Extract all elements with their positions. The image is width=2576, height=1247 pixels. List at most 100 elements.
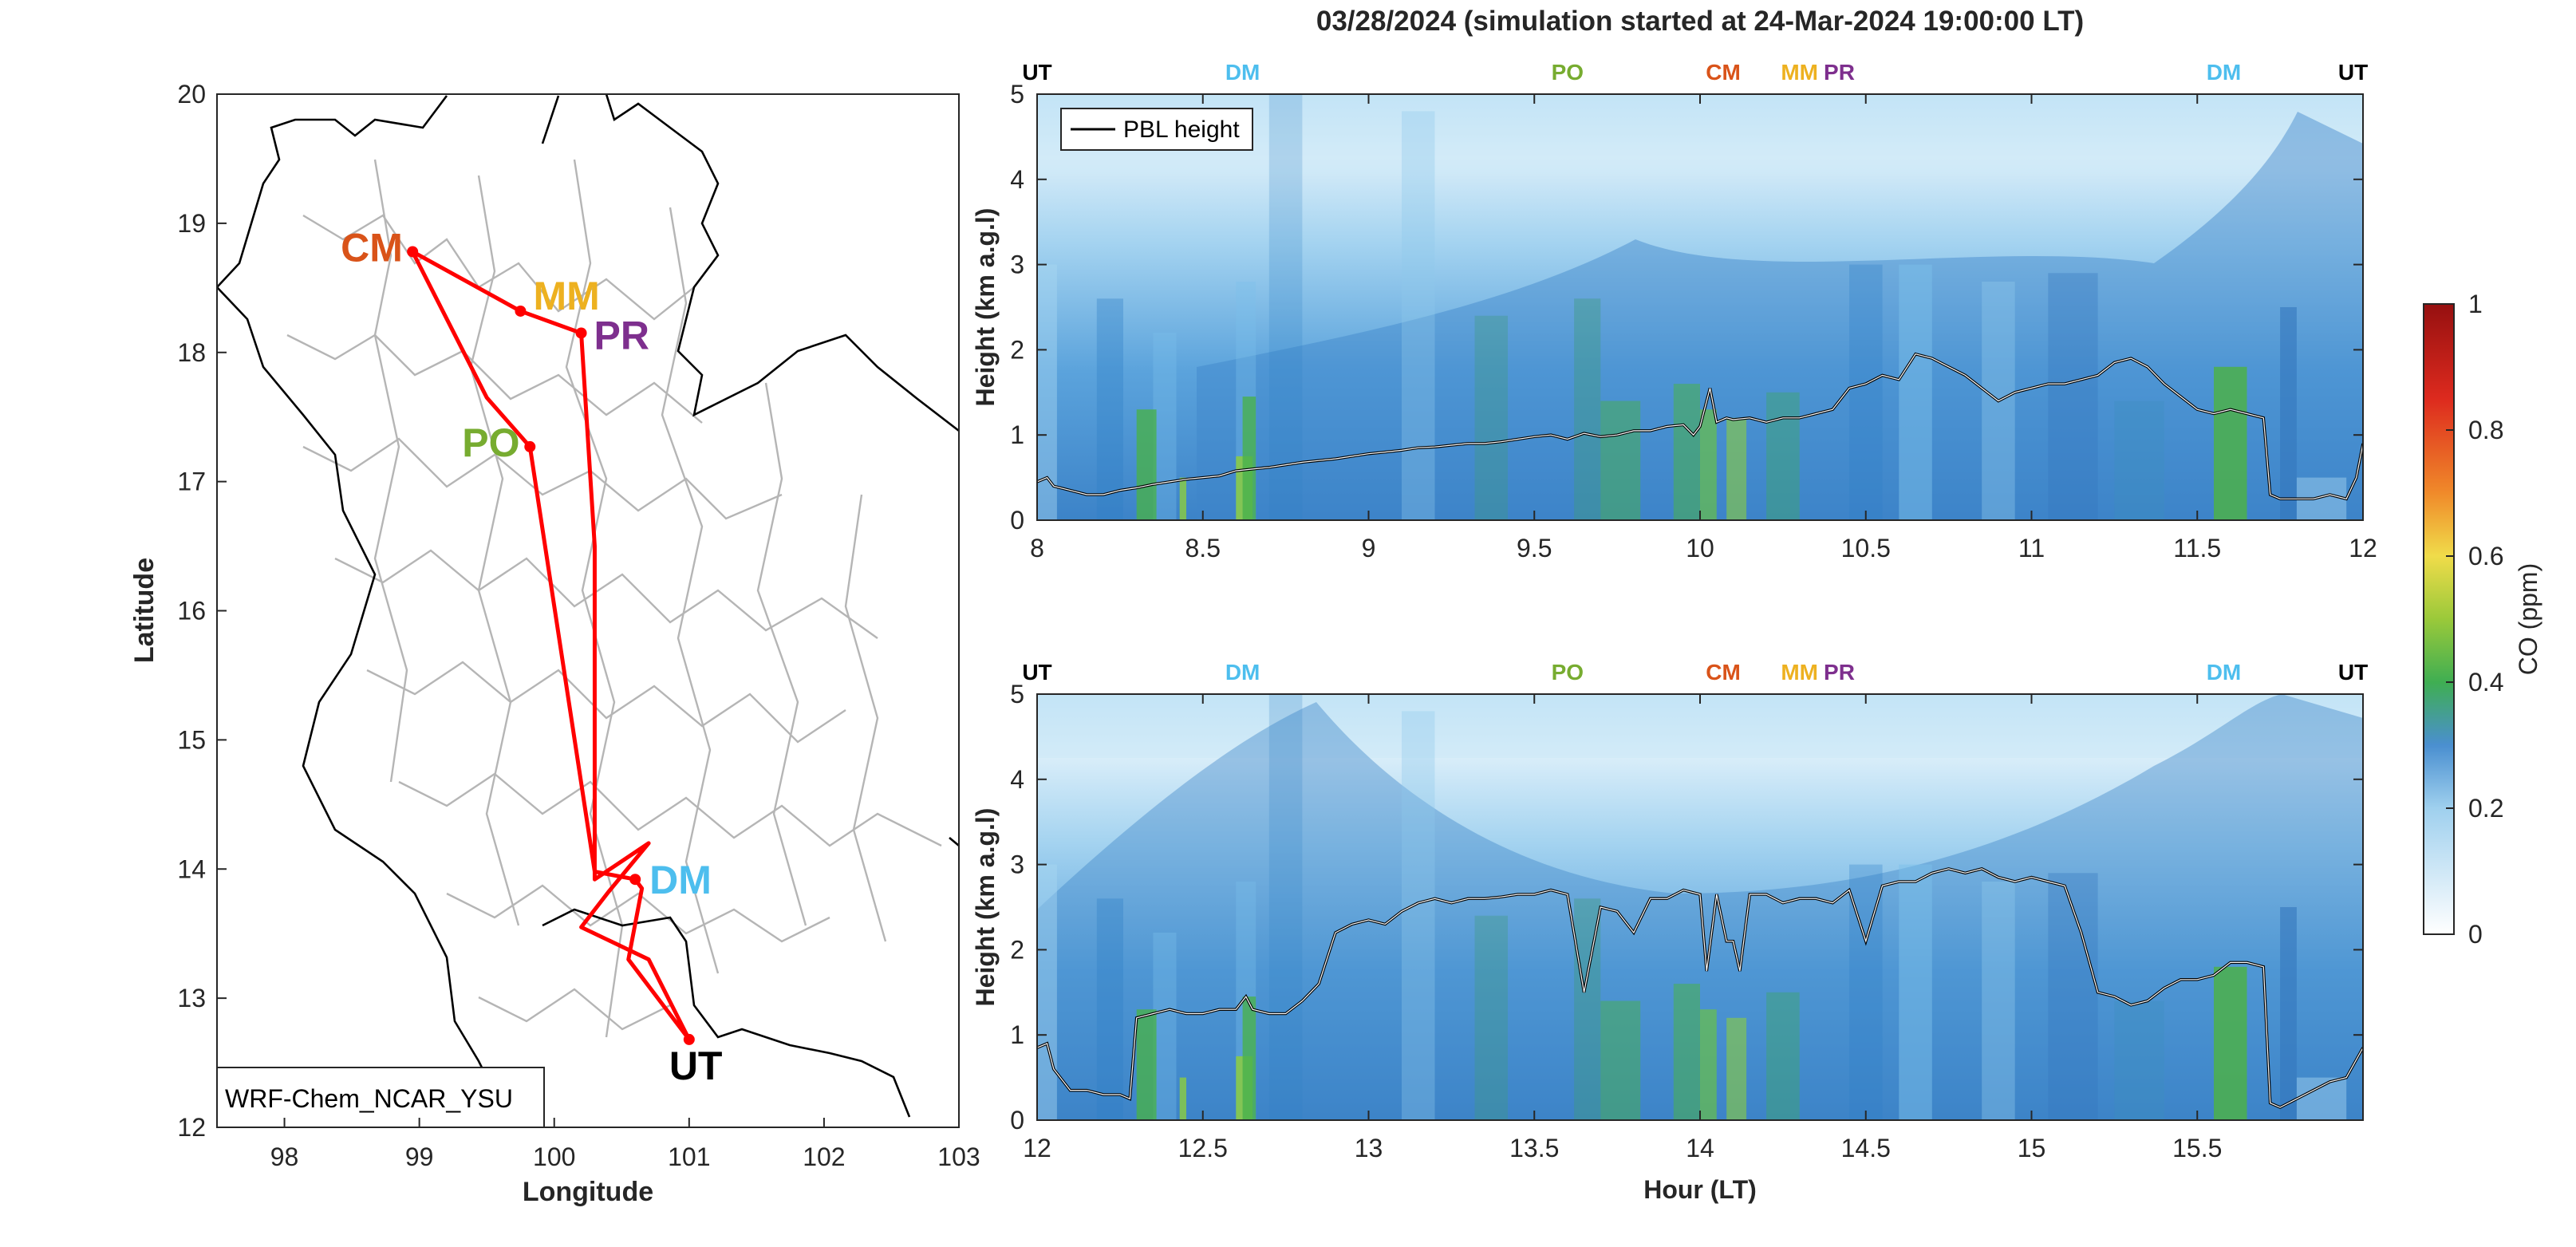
co-field-band xyxy=(1268,694,1303,1120)
map-ytick-label: 15 xyxy=(177,725,206,754)
ytick-label: 1 xyxy=(1010,1020,1024,1049)
co-field-dark-plume-1 xyxy=(1197,112,2363,520)
xtick-label: 10.5 xyxy=(1841,534,1891,562)
site-top-label-po: PO xyxy=(1552,60,1584,85)
ylabel-2: Height (km a.g.l) xyxy=(971,808,1000,1007)
site-marker-pr xyxy=(575,327,587,339)
co-field-band xyxy=(1153,333,1177,520)
colorbar-tick-label: 1 xyxy=(2468,290,2483,318)
co-field-upper-band-1 xyxy=(1037,94,2363,174)
xtick-label: 11.5 xyxy=(2173,534,2221,562)
colorbar-ticks: 0 0.2 0.4 0.6 0.8 1 xyxy=(2446,290,2503,949)
site-label-po: PO xyxy=(462,420,519,465)
site-marker-ut xyxy=(683,1033,695,1045)
map-xtick-label: 102 xyxy=(803,1142,845,1171)
co-field-band xyxy=(1268,94,1303,520)
ytick-label: 0 xyxy=(1010,506,1024,535)
co-field-band xyxy=(2296,1077,2347,1120)
site-top-label-cm: CM xyxy=(1706,660,1741,685)
site-top-label-dm: DM xyxy=(2207,60,2242,85)
colorbar-tick-label: 0.2 xyxy=(2468,794,2503,823)
xtick-label: 12 xyxy=(1023,1134,1051,1162)
co-field-band xyxy=(2114,401,2164,520)
ytick-label: 3 xyxy=(1010,251,1024,279)
xtick-label: 14.5 xyxy=(1841,1134,1891,1162)
map-ytick-label: 18 xyxy=(177,338,206,367)
site-top-label-ut: UT xyxy=(2338,60,2368,85)
xtick-label: 13.5 xyxy=(1509,1134,1559,1162)
co-field-band xyxy=(1726,417,1747,520)
site-top-label-cm: CM xyxy=(1706,60,1741,85)
site-top-label-pr: PR xyxy=(1824,60,1855,85)
co-field-upper-band-2 xyxy=(1037,694,2363,758)
xtick-label: 13 xyxy=(1355,1134,1383,1162)
xtick-label: 10 xyxy=(1686,534,1714,562)
site-top-label-mm: MM xyxy=(1781,660,1818,685)
co-field-band xyxy=(1474,915,1508,1120)
xtick-label: 9 xyxy=(1362,534,1376,562)
ytick-label: 5 xyxy=(1010,80,1024,109)
co-field-band xyxy=(1673,384,1700,520)
site-marker-dm xyxy=(629,874,641,886)
map-ytick-label: 17 xyxy=(177,468,206,496)
site-marker-po xyxy=(524,440,536,452)
co-field-band xyxy=(1899,864,1932,1120)
co-field-stripes-1 xyxy=(1037,94,2347,520)
ytick-label: 5 xyxy=(1010,680,1024,708)
co-field-band xyxy=(1982,882,2015,1120)
legend-label: PBL height xyxy=(1123,116,1240,143)
co-field-band xyxy=(1179,1077,1186,1120)
co-field-band xyxy=(1242,996,1256,1120)
map-ticks: 98 99 100 101 102 103 12 13 14 15 16 17 18 19 20 xyxy=(177,80,980,1171)
map-ytick-label: 13 xyxy=(177,984,206,1012)
map-ytick-label: 20 xyxy=(177,80,206,109)
ytick-label: 0 xyxy=(1010,1106,1024,1135)
pbl-height-line-halo-2 xyxy=(1037,868,2363,1108)
xtick-label: 8.5 xyxy=(1185,534,1221,562)
site-label-mm: MM xyxy=(533,274,599,318)
co-field-band xyxy=(1766,992,1800,1120)
site-top-label-dm: DM xyxy=(2207,660,2242,685)
time-height-panel-1: PBL height 8 8.5 9 9.5 10 10.5 11 11.5 12012345 … xyxy=(971,60,2377,562)
site-label-ut: UT xyxy=(669,1044,723,1088)
co-field-band xyxy=(1849,264,1883,520)
pbl-height-line-halo-1 xyxy=(1037,353,2363,500)
map-xtick-label: 100 xyxy=(533,1142,575,1171)
legend: PBL height xyxy=(1060,108,1253,151)
co-field-band xyxy=(1600,401,1641,520)
xtick-label: 8 xyxy=(1030,534,1044,562)
colorbar: 0 0.2 0.4 0.6 0.8 1 CO (ppm) xyxy=(2423,290,2542,949)
co-field-band xyxy=(1766,392,1800,520)
map-xtick-label: 103 xyxy=(937,1142,980,1171)
co-field-band xyxy=(1136,409,1157,520)
ylabel-1: Height (km a.g.l) xyxy=(971,208,1000,407)
colorbar-label: CO (ppm) xyxy=(2514,563,2542,675)
model-label: WRF-Chem_NCAR_YSU xyxy=(225,1084,513,1113)
co-field-band xyxy=(2280,307,2297,520)
xtick-label: 12 xyxy=(2349,534,2377,562)
map-ylabel: Latitude xyxy=(129,558,160,663)
ytick-label: 4 xyxy=(1010,165,1024,194)
ytick-label: 1 xyxy=(1010,420,1024,449)
xlabel-2: Hour (LT) xyxy=(1643,1175,1757,1204)
ytick-label: 4 xyxy=(1010,765,1024,794)
co-field-band xyxy=(1726,1017,1747,1120)
xtick-label: 15.5 xyxy=(2172,1134,2222,1162)
xtick-label: 15 xyxy=(2018,1134,2046,1162)
co-field-band xyxy=(2214,966,2247,1120)
co-field-band xyxy=(1136,1009,1157,1120)
map-ytick-label: 19 xyxy=(177,209,206,238)
map-ytick-label: 12 xyxy=(177,1113,206,1142)
site-top-label-po: PO xyxy=(1552,660,1584,685)
co-field-band xyxy=(2114,1000,2164,1120)
co-field-band xyxy=(1474,315,1508,520)
xtick-label: 12.5 xyxy=(1178,1134,1228,1162)
colorbar-tick-label: 0 xyxy=(2468,920,2483,949)
ytick-label: 2 xyxy=(1010,335,1024,364)
colorbar-tick-label: 0.6 xyxy=(2468,542,2503,570)
site-label-pr: PR xyxy=(594,313,649,357)
